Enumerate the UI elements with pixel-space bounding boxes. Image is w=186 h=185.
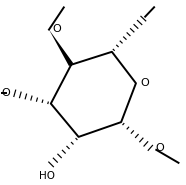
Text: HO: HO [39, 171, 55, 181]
Text: O: O [155, 143, 164, 153]
Text: O: O [141, 78, 149, 88]
Text: O: O [53, 24, 61, 34]
Polygon shape [49, 30, 73, 66]
Text: O: O [1, 88, 10, 97]
